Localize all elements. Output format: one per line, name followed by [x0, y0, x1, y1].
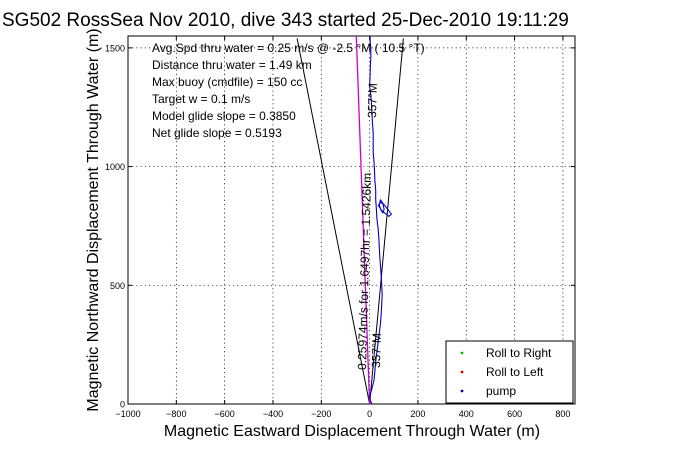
stat-target-w: Target w = 0.1 m/s	[152, 92, 250, 106]
x-tick-label: −400	[263, 409, 283, 419]
end-heading-label: 357°M	[365, 83, 380, 118]
legend-label-pump: pump	[486, 384, 516, 398]
legend: Roll to Right Roll to Left pump	[445, 340, 574, 404]
x-tick-label: −200	[311, 409, 331, 419]
x-tick-label: 200	[410, 409, 425, 419]
y-tick-label: 0	[120, 400, 125, 410]
legend-marker-roll-left	[460, 370, 464, 374]
series-layer	[296, 35, 404, 405]
speed-line-label: 0.25974m/s for 1.6497hr = 1.5426km	[355, 173, 374, 370]
x-tick-label: 800	[555, 409, 570, 419]
legend-label-roll-right: Roll to Right	[486, 346, 552, 360]
x-tick-label: 400	[459, 409, 474, 419]
grid-lines	[127, 36, 575, 405]
stat-net-glide-slope: Net glide slope = 0.5193	[152, 126, 282, 140]
stat-max-buoy: Max buoy (cmdfile) = 150 cc	[152, 75, 302, 89]
x-tick-label: −1000	[115, 409, 140, 419]
stat-distance: Distance thru water = 1.49 km	[152, 58, 312, 72]
start-heading-label: 357°M	[369, 333, 384, 368]
legend-marker-pump	[460, 389, 464, 393]
y-axis-label: Magnetic Northward Displacement Through …	[85, 28, 102, 411]
y-tick-label: 1000	[105, 162, 125, 172]
legend-box	[445, 340, 574, 404]
stat-model-glide-slope: Model glide slope = 0.3850	[152, 109, 296, 123]
x-axis-label: Magnetic Eastward Displacement Through W…	[164, 423, 540, 440]
y-tick-label: 500	[110, 281, 125, 291]
legend-label-roll-left: Roll to Left	[486, 365, 544, 379]
legend-marker-roll-right	[460, 351, 464, 355]
stat-avg-speed: Avg.Spd thru water = 0.25 m/s @ -2.5 °M …	[152, 41, 425, 55]
track-series-line	[369, 36, 383, 405]
x-tick-label: 600	[507, 409, 522, 419]
x-tick-label: −600	[215, 409, 235, 419]
axis-ticks: −1000 −800 −600 −400 −200 0 200 400 600 800 0 500 10…	[105, 36, 575, 419]
stats-block: Avg.Spd thru water = 0.25 m/s @ -2.5 °M …	[152, 41, 425, 140]
y-tick-label: 1500	[105, 43, 125, 53]
chart-title: SG502 RossSea Nov 2010, dive 343 started…	[2, 10, 569, 31]
heading-series-line	[355, 35, 371, 405]
x-tick-label: 0	[367, 409, 372, 419]
track-series-line	[377, 199, 392, 217]
x-tick-label: −800	[166, 409, 186, 419]
